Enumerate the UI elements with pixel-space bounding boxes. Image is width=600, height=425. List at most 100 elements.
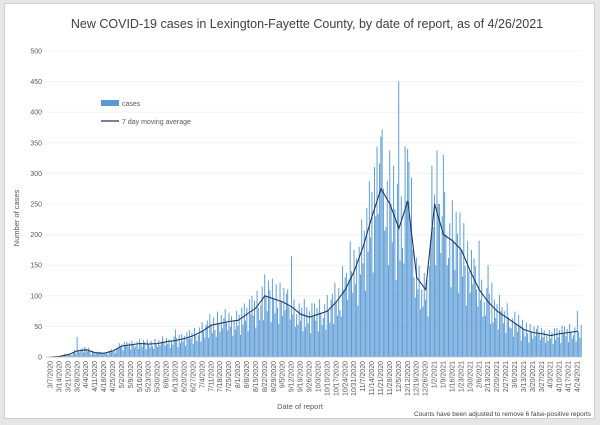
x-tick-label: 5/2/2020 <box>119 361 126 388</box>
case-bar <box>271 278 273 357</box>
case-bar <box>233 320 235 357</box>
case-bar <box>312 317 314 357</box>
case-bar <box>363 230 365 357</box>
case-bar <box>103 352 105 357</box>
case-bar <box>162 336 164 357</box>
case-bar <box>513 336 515 357</box>
case-bar <box>509 327 511 357</box>
case-bar <box>358 246 360 357</box>
case-bar <box>524 336 526 357</box>
case-bar <box>431 165 433 357</box>
case-bar <box>177 347 179 357</box>
case-bar <box>173 336 175 357</box>
case-bar <box>408 161 410 357</box>
case-bar <box>317 331 319 357</box>
case-bar <box>85 349 87 357</box>
case-bar <box>566 328 568 357</box>
case-bar <box>473 258 475 357</box>
case-bar <box>126 341 128 357</box>
case-bar <box>132 344 134 357</box>
case-bar <box>449 223 451 357</box>
case-bar <box>556 327 558 357</box>
case-bar <box>560 343 562 357</box>
case-bar <box>516 331 518 357</box>
x-tick-label: 3/13/2021 <box>521 361 528 392</box>
case-bar <box>278 323 280 357</box>
case-bar <box>135 345 137 357</box>
case-bar <box>112 351 114 357</box>
case-bar <box>454 269 456 357</box>
x-tick-label: 8/15/2020 <box>253 361 260 392</box>
x-tick-label: 1/9/2021 <box>441 361 448 388</box>
case-bar <box>131 340 133 357</box>
case-bar <box>580 324 582 357</box>
case-bar <box>292 314 294 357</box>
case-bar <box>123 342 125 357</box>
x-tick-label: 9/5/2020 <box>280 361 287 388</box>
case-bar <box>496 304 498 357</box>
case-bar <box>118 343 120 357</box>
case-bar <box>66 354 68 357</box>
case-bar <box>335 301 337 357</box>
case-bar <box>273 298 275 357</box>
case-bar <box>352 292 354 357</box>
case-bar <box>117 348 119 357</box>
case-bar <box>232 335 234 357</box>
case-bar <box>501 307 503 357</box>
case-bar <box>320 314 322 357</box>
case-bar <box>209 314 211 357</box>
y-tick-labels: 0 50 100 150 200 250 300 350 400 450 500 <box>30 49 42 362</box>
x-tick-label: 7/25/2020 <box>226 361 233 392</box>
case-bar <box>67 355 69 357</box>
case-bar <box>289 319 291 357</box>
case-bar <box>140 343 142 357</box>
case-bar <box>145 349 147 357</box>
case-bar <box>113 349 115 357</box>
case-bar <box>150 340 152 357</box>
x-tick-label: 1/16/2021 <box>449 361 456 392</box>
case-bar <box>100 353 102 357</box>
case-bar <box>565 336 567 357</box>
case-bar <box>206 320 208 357</box>
case-bar <box>122 350 124 357</box>
case-bar <box>446 265 448 357</box>
case-bar <box>389 150 391 357</box>
case-bar <box>504 311 506 357</box>
x-tick-label: 8/8/2020 <box>244 361 251 388</box>
case-bar <box>319 299 321 357</box>
case-bar <box>479 299 481 357</box>
case-bar <box>412 249 414 357</box>
case-bar <box>288 306 290 357</box>
case-bar <box>325 329 327 357</box>
case-bar <box>423 272 425 357</box>
x-tick-label: 12/12/2020 <box>405 361 412 396</box>
case-bar <box>555 339 557 357</box>
case-bar <box>86 351 88 357</box>
case-bar <box>437 204 439 357</box>
case-bar <box>236 311 238 357</box>
case-bar <box>541 327 543 357</box>
case-bar <box>171 340 173 357</box>
case-bar <box>139 338 141 357</box>
case-bar <box>182 341 184 357</box>
case-bar <box>366 208 368 357</box>
case-bar <box>491 282 493 357</box>
case-bar <box>456 233 458 357</box>
x-tick-label: 4/11/2020 <box>92 361 99 392</box>
case-bar <box>391 242 393 357</box>
case-bar <box>157 346 159 357</box>
case-bar <box>419 309 421 357</box>
case-bar <box>89 350 91 357</box>
case-bar <box>543 330 545 357</box>
case-bar <box>559 330 561 357</box>
case-bar <box>514 311 516 357</box>
x-tick-label: 2/27/2021 <box>503 361 510 392</box>
chart-frame: New COVID-19 cases in Lexington-Fayette … <box>4 3 595 419</box>
case-bar <box>440 252 442 357</box>
case-bar <box>70 354 72 357</box>
x-tick-label: 4/17/2021 <box>566 361 573 392</box>
x-tick-label: 1/30/2021 <box>467 361 474 392</box>
case-bar <box>99 352 101 357</box>
case-bar <box>245 320 247 357</box>
case-bar <box>80 349 82 357</box>
